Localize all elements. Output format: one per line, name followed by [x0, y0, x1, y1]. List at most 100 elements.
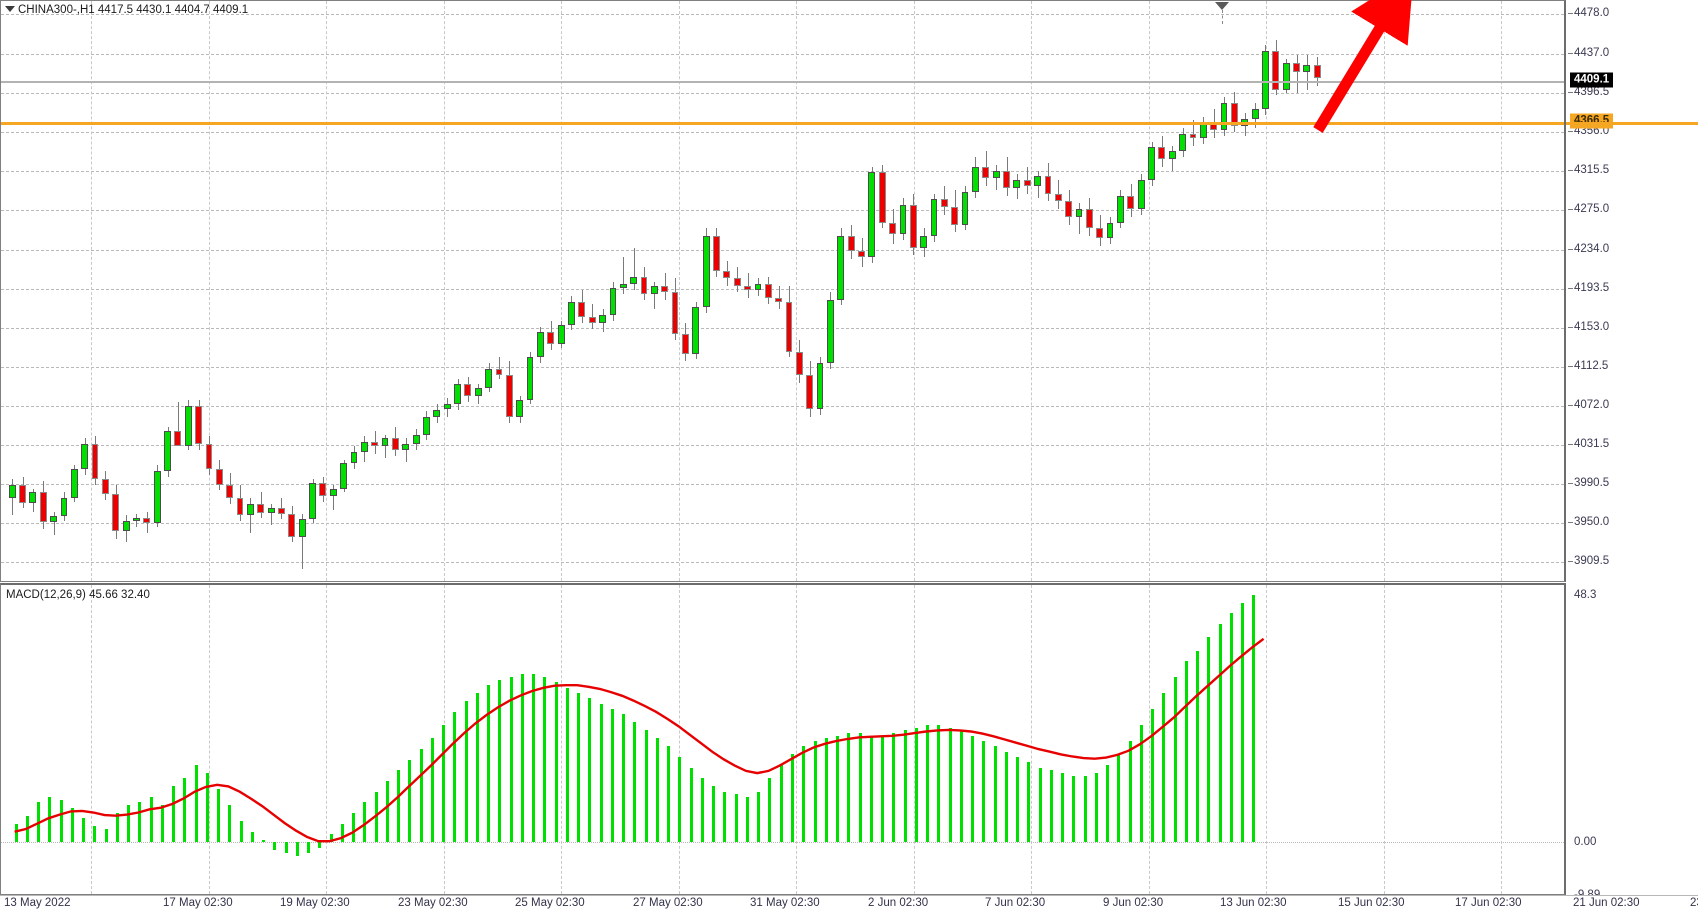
- price-gridline: [1, 93, 1564, 94]
- price-chart-panel[interactable]: CHINA300-,H1 4417.5 4430.1 4404.7 4409.1: [0, 0, 1566, 582]
- macd-histogram-bar: [453, 711, 456, 843]
- candle-body-bullish: [827, 299, 834, 364]
- price-axis[interactable]: 4478.0 4437.0 4396.5 4356.0 4315.5 4275.0 4234…: [1568, 0, 1698, 901]
- candle-body-bearish: [1054, 193, 1062, 202]
- time-gridline: [678, 1, 680, 581]
- candle-body-bearish: [1127, 195, 1135, 210]
- price-axis-label: 4234.0: [1574, 242, 1610, 255]
- macd-axis-label-zero: 0.00: [1574, 836, 1597, 849]
- candle-body-bullish: [1013, 180, 1021, 188]
- candle-body-bullish: [350, 451, 358, 464]
- macd-histogram-bar: [746, 797, 749, 843]
- macd-histogram-bar: [633, 722, 636, 843]
- candle-body-bearish: [764, 284, 772, 298]
- candle-body-bearish: [682, 334, 689, 354]
- macd-histogram-bar: [836, 735, 839, 843]
- candle-body-bullish: [402, 444, 410, 450]
- time-gridline: [208, 585, 210, 894]
- price-gridline: [1, 444, 1564, 446]
- candle-body-bullish: [599, 315, 606, 323]
- candle-body-bullish: [516, 399, 524, 418]
- candle-body-bullish: [702, 236, 710, 308]
- macd-indicator-label: MACD(12,26,9) 45.66 32.40: [6, 589, 150, 601]
- macd-histogram-bar: [82, 818, 85, 843]
- macd-histogram-bar: [465, 701, 468, 843]
- collapse-caret-icon[interactable]: [5, 6, 15, 12]
- candle-body-bullish: [1220, 103, 1228, 131]
- candle-body-bearish: [143, 518, 151, 524]
- candle-wick: [54, 511, 55, 535]
- price-gridline: [1, 132, 1564, 134]
- candle-body-bullish: [992, 170, 1000, 179]
- candle-body-bearish: [1189, 133, 1197, 138]
- price-axis-label: 4072.0: [1574, 398, 1610, 411]
- last-price-line: [1, 80, 1564, 83]
- macd-histogram-bar: [814, 741, 817, 843]
- time-axis-label: 9 Jun 02:30: [1103, 897, 1164, 909]
- candle-body-bullish: [619, 284, 627, 289]
- macd-histogram-bar: [960, 730, 963, 843]
- macd-plot-area[interactable]: [1, 585, 1564, 894]
- candle-body-bearish: [1313, 64, 1321, 79]
- time-gridline: [326, 1, 327, 581]
- time-axis-label: 7 Jun 02:30: [985, 897, 1046, 909]
- candle-body-bearish: [671, 291, 679, 335]
- candle-wick: [499, 357, 500, 379]
- macd-indicator-panel[interactable]: MACD(12,26,9) 45.66 32.40: [0, 583, 1566, 895]
- candle-body-bullish: [568, 301, 575, 325]
- price-gridline: [1, 171, 1564, 173]
- resistance-level-tag[interactable]: 4366.5: [1570, 113, 1614, 129]
- macd-histogram-bar: [678, 757, 681, 843]
- macd-histogram-bar: [183, 778, 186, 843]
- price-plot-area[interactable]: [1, 1, 1564, 581]
- candle-body-bearish: [847, 236, 855, 252]
- price-axis-label: 4112.5: [1574, 359, 1609, 372]
- macd-histogram-bar: [431, 738, 434, 843]
- macd-histogram-bar: [318, 842, 321, 848]
- time-axis[interactable]: 13 May 2022 17 May 02:30 19 May 02:30 23 Ma…: [0, 895, 1698, 912]
- candle-body-bullish: [630, 276, 638, 285]
- macd-histogram-bar: [330, 834, 333, 843]
- macd-histogram-bar: [1016, 757, 1019, 843]
- candle-body-bullish: [899, 205, 907, 235]
- last-price-tag: 4409.1: [1570, 72, 1614, 88]
- candle-body-bearish: [205, 444, 213, 470]
- macd-histogram-bar: [161, 805, 164, 843]
- candle-body-bearish: [215, 469, 223, 485]
- candle-body-bearish: [195, 405, 203, 445]
- macd-histogram-bar: [881, 735, 884, 843]
- candle-body-bearish: [1293, 62, 1300, 73]
- macd-histogram-bar: [442, 725, 445, 843]
- candle-body-bullish: [70, 469, 78, 499]
- time-axis-label: 17 Jun 02:30: [1455, 897, 1522, 909]
- candle-body-bullish: [1262, 51, 1269, 109]
- candle-body-bullish: [298, 519, 306, 537]
- time-gridline: [443, 1, 445, 581]
- macd-histogram-bar: [1117, 754, 1120, 843]
- candle-body-bullish: [329, 488, 337, 497]
- price-gridline: [1, 523, 1564, 525]
- candle-body-bearish: [909, 205, 917, 248]
- macd-histogram-bar: [859, 733, 862, 843]
- macd-histogram-bar: [1072, 775, 1075, 843]
- candle-body-bearish: [1044, 176, 1052, 194]
- macd-histogram-bar: [127, 805, 130, 843]
- candle-body-bearish: [288, 513, 296, 537]
- macd-histogram-bar: [341, 823, 344, 843]
- macd-histogram-bar: [588, 698, 591, 843]
- price-axis-label: 4478.0: [1574, 7, 1610, 20]
- candle-body-bearish: [951, 207, 959, 225]
- price-gridline: [1, 484, 1564, 486]
- time-gridline: [1148, 1, 1150, 581]
- candle-wick: [623, 257, 624, 294]
- candle-wick: [634, 247, 635, 291]
- macd-histogram-bar: [971, 735, 974, 843]
- candle-body-bearish: [236, 498, 244, 516]
- macd-histogram-bar: [1151, 709, 1154, 843]
- macd-histogram-bar: [105, 828, 108, 843]
- macd-histogram-bar: [543, 677, 546, 843]
- candle-body-bullish: [816, 363, 824, 410]
- macd-histogram-bar: [150, 797, 153, 843]
- candle-body-bullish: [1106, 222, 1114, 238]
